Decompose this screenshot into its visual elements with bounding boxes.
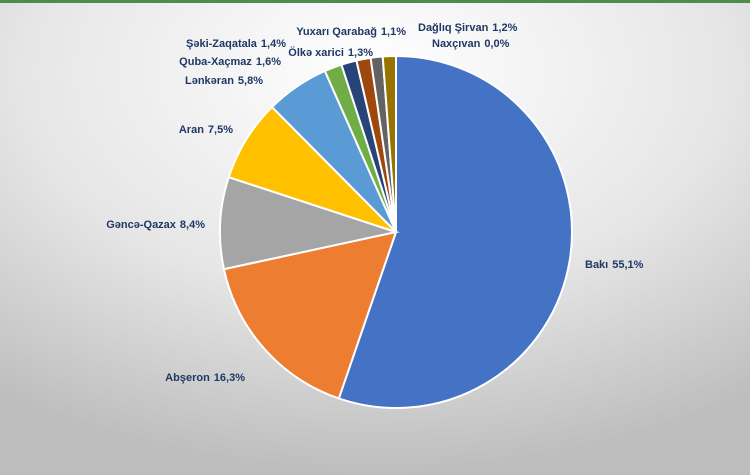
slice-label: Abşeron 16,3% xyxy=(165,372,245,384)
slice-label: Yuxarı Qarabağ 1,1% xyxy=(296,26,406,38)
value-label: 1,3% xyxy=(348,47,373,59)
category-name: Yuxarı Qarabağ xyxy=(296,26,377,38)
category-name: Gəncə-Qazax xyxy=(106,219,177,231)
category-name: Abşeron xyxy=(165,372,210,384)
value-label: 1,6% xyxy=(256,56,281,68)
slice-label: Ölkə xarici 1,3% xyxy=(288,46,373,59)
category-name: Lənkəran xyxy=(185,75,234,87)
value-label: 8,4% xyxy=(180,219,205,231)
category-name: Quba-Xaçmaz xyxy=(179,56,252,68)
category-name: Şəki-Zaqatala xyxy=(186,38,258,50)
slice-label: Şəki-Zaqatala 1,4% xyxy=(186,38,286,50)
value-label: 5,8% xyxy=(238,75,263,87)
value-label: 1,1% xyxy=(381,26,406,38)
value-label: 7,5% xyxy=(208,124,233,136)
category-name: Naxçıvan xyxy=(432,38,481,50)
category-name: Aran xyxy=(179,124,204,136)
slice-label: Bakı 55,1% xyxy=(585,259,644,271)
slice-label: Gəncə-Qazax 8,4% xyxy=(106,219,205,231)
category-name: Dağlıq Şirvan xyxy=(418,22,489,34)
value-label: 1,4% xyxy=(261,38,286,50)
pie-slice xyxy=(222,230,398,400)
category-name: Bakı xyxy=(585,259,608,271)
slice-label: Quba-Xaçmaz 1,6% xyxy=(179,56,281,68)
slice-label: Dağlıq Şirvan 1,2% xyxy=(418,22,518,34)
category-name: Ölkə xarici xyxy=(288,46,344,59)
value-label: 16,3% xyxy=(214,372,245,384)
slice-label: Aran 7,5% xyxy=(179,124,233,136)
value-label: 1,2% xyxy=(492,22,517,34)
slice-label: Lənkəran 5,8% xyxy=(185,75,263,87)
pie-slice xyxy=(219,175,400,271)
value-label: 55,1% xyxy=(612,259,643,271)
value-label: 0,0% xyxy=(484,38,509,50)
slice-label: Naxçıvan 0,0% xyxy=(432,38,510,50)
pie-slice xyxy=(337,54,573,409)
top-border xyxy=(0,0,750,3)
